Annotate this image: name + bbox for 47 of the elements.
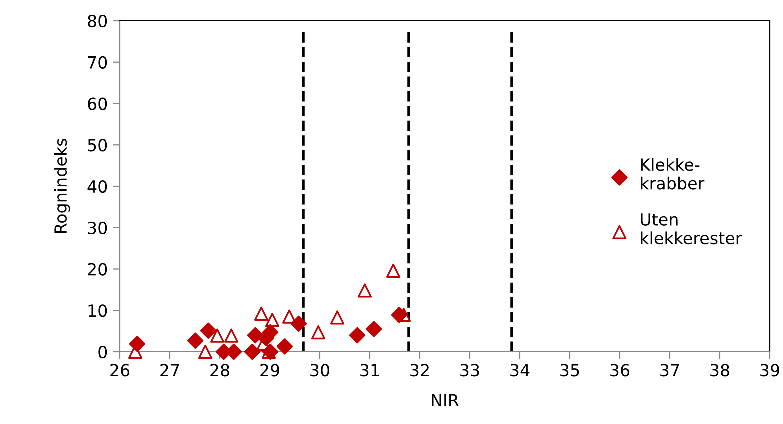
x-tick-label: 26	[110, 364, 130, 377]
point	[129, 336, 146, 352]
x-tick-label: 39	[760, 364, 780, 377]
point	[366, 321, 382, 338]
x-tick-label: 33	[460, 364, 480, 377]
x-tick-label: 28	[210, 364, 230, 377]
y-tick-label: 30	[88, 222, 108, 234]
x-tick-label: 27	[160, 364, 180, 376]
y-tick-label: 0	[98, 346, 108, 359]
point	[200, 322, 217, 340]
y-tick-label: 60	[88, 98, 108, 110]
x-tick-label: 37	[660, 364, 680, 377]
point	[349, 327, 366, 344]
y-tick-label: 10	[88, 304, 108, 318]
x-tick-label: 36	[610, 364, 630, 377]
point	[358, 284, 372, 298]
point	[386, 264, 401, 278]
point	[391, 307, 408, 324]
y-tick-label: 20	[88, 263, 108, 276]
y-axis-title: Rognindeks	[54, 139, 70, 234]
point	[276, 338, 294, 355]
legend-label: Uten klekkerester	[641, 214, 742, 245]
point	[282, 310, 297, 324]
point	[265, 313, 280, 328]
point	[311, 326, 326, 340]
y-tick-label: 50	[88, 139, 108, 152]
y-tick-label: 70	[88, 56, 108, 69]
point	[198, 344, 213, 360]
x-tick-label: 31	[360, 364, 380, 377]
x-tick-label: 32	[410, 364, 429, 377]
point	[254, 306, 269, 321]
point	[244, 344, 261, 360]
y-tick-label: 40	[88, 180, 108, 194]
y-tick-label: 80	[88, 14, 108, 28]
x-axis-title: NIR	[432, 394, 459, 406]
point	[247, 327, 264, 344]
x-tick-label: 30	[310, 364, 330, 377]
legend-label: Klekke- krabber	[641, 158, 705, 190]
x-tick-label: 34	[510, 364, 530, 377]
x-tick-label: 35	[560, 364, 580, 377]
x-tick-label: 38	[710, 364, 730, 377]
point	[187, 332, 204, 349]
point	[290, 316, 308, 332]
x-tick-label: 29	[260, 364, 280, 377]
point	[224, 328, 239, 343]
point	[210, 328, 225, 343]
point	[330, 310, 345, 325]
